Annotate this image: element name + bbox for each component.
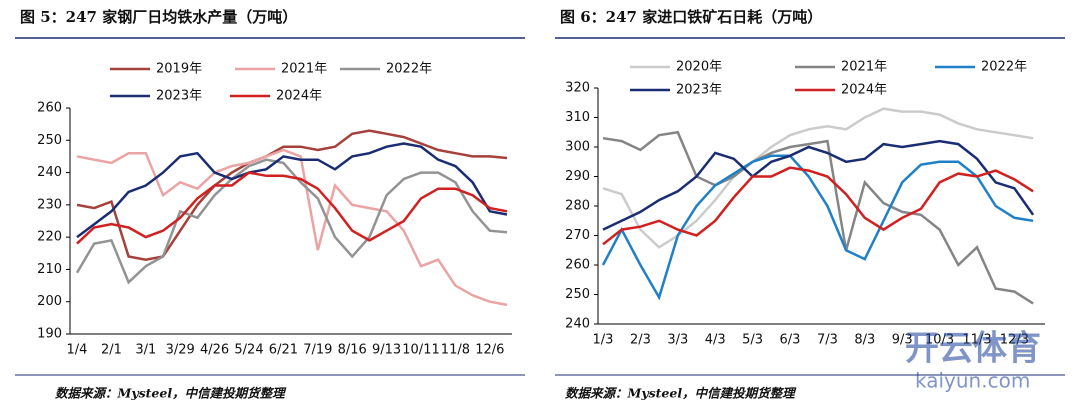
x-tick-label: 9/3 <box>892 333 913 348</box>
source-note: 数据来源：Mysteel，中信建投期货整理 <box>55 386 287 401</box>
x-tick-label: 2/1 <box>101 343 122 358</box>
x-tick-label: 11/8 <box>441 343 470 358</box>
x-tick-label: 5/24 <box>234 343 263 358</box>
chart-panel: 图 5：247 家钢厂日均铁水产量（万吨） 数据来源：Mysteel，中信建投期货… <box>15 8 525 401</box>
x-tick-label: 6/3 <box>780 333 801 348</box>
y-tick-label: 270 <box>565 228 590 243</box>
legend-label: 2022年 <box>386 62 432 77</box>
x-tick-label: 1/4 <box>67 343 88 358</box>
series-line <box>602 107 1034 249</box>
y-tick-label: 260 <box>37 101 62 116</box>
series-line <box>76 148 508 307</box>
y-tick-label: 320 <box>565 81 590 96</box>
legend-label: 2023年 <box>156 89 202 104</box>
chart-panel: 图 6：247 家进口铁矿石日耗（万吨） 数据来源：Mysteel，中信建投期货整… <box>555 8 1065 401</box>
x-tick-label: 7/3 <box>817 333 838 348</box>
y-tick-label: 310 <box>565 110 590 125</box>
series-line <box>602 130 1034 305</box>
watermark-brand: 开云体育 <box>905 329 1041 369</box>
y-tick-label: 230 <box>37 197 62 212</box>
x-tick-label: 4/3 <box>705 333 726 348</box>
x-tick-label: 5/3 <box>742 333 763 348</box>
y-tick-label: 260 <box>565 258 590 273</box>
x-tick-label: 3/29 <box>166 343 195 358</box>
y-tick-label: 240 <box>37 165 62 180</box>
y-tick-label: 250 <box>37 133 62 148</box>
series-line <box>76 142 508 239</box>
x-tick-label: 3/1 <box>135 343 156 358</box>
y-tick-label: 280 <box>565 199 590 214</box>
chart-title: 图 5：247 家钢厂日均铁水产量（万吨） <box>20 8 297 26</box>
x-tick-label: 8/16 <box>338 343 367 358</box>
legend-label: 2020年 <box>676 60 722 75</box>
x-tick-label: 7/19 <box>303 343 332 358</box>
legend-label: 2023年 <box>676 83 722 98</box>
x-tick-label: 10/11 <box>402 343 439 358</box>
series-line <box>601 154 1034 301</box>
charts: 图 5：247 家钢厂日均铁水产量（万吨） 数据来源：Mysteel，中信建投期货… <box>15 8 1065 401</box>
x-tick-label: 11/3 <box>962 333 991 348</box>
y-tick-label: 190 <box>37 327 62 342</box>
x-tick-label: 2/3 <box>630 333 651 348</box>
legend-label: 2024年 <box>276 89 322 104</box>
x-tick-label: 1/3 <box>593 333 614 348</box>
y-tick-label: 240 <box>565 317 590 332</box>
x-tick-label: 12/3 <box>1000 333 1029 348</box>
x-tick-label: 12/6 <box>475 343 504 358</box>
y-tick-label: 220 <box>37 230 62 245</box>
y-tick-label: 210 <box>37 262 62 277</box>
series-line <box>602 166 1034 246</box>
legend-label: 2019年 <box>156 62 202 77</box>
series-line <box>75 158 508 285</box>
x-tick-label: 3/3 <box>667 333 688 348</box>
legend-label: 2022年 <box>981 60 1027 75</box>
x-tick-label: 10/3 <box>925 333 954 348</box>
y-tick-label: 250 <box>565 287 590 302</box>
source-note: 数据来源：Mysteel，中信建投期货整理 <box>565 386 797 401</box>
watermark-url: kaiyun.com <box>915 369 1030 393</box>
x-tick-label: 4/26 <box>200 343 229 358</box>
y-tick-label: 300 <box>565 140 590 155</box>
series-line <box>76 129 508 261</box>
series-line <box>76 171 508 245</box>
series-line <box>602 139 1035 231</box>
y-tick-label: 290 <box>565 169 590 184</box>
x-tick-label: 9/13 <box>372 343 401 358</box>
legend-label: 2021年 <box>281 62 327 77</box>
legend-label: 2021年 <box>841 60 887 75</box>
legend-label: 2024年 <box>841 83 887 98</box>
chart-title: 图 6：247 家进口铁矿石日耗（万吨） <box>560 8 822 26</box>
x-tick-label: 6/21 <box>269 343 298 358</box>
y-tick-label: 200 <box>37 294 62 309</box>
x-tick-label: 8/3 <box>854 333 875 348</box>
